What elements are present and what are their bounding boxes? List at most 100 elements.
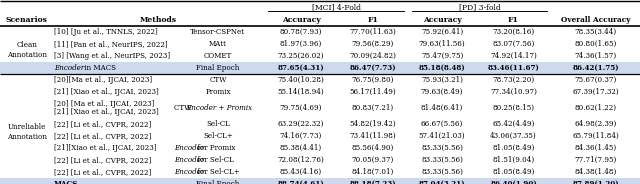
Text: 78.35(3.44): 78.35(3.44) [575,28,616,36]
Text: 80.25(8.15): 80.25(8.15) [493,104,534,112]
Text: 83.33(5.56): 83.33(5.56) [421,156,463,164]
Text: 88.18(7.23): 88.18(7.23) [349,180,396,184]
Text: 88.74(4.61): 88.74(4.61) [278,180,324,184]
Text: [22] [Li et al., CVPR, 2022]: [22] [Li et al., CVPR, 2022] [54,156,151,164]
Text: 54.82(19.42): 54.82(19.42) [349,120,396,128]
Text: MACS: MACS [54,180,78,184]
Text: Encoder + Promix: Encoder + Promix [186,104,252,112]
Text: [22] [Li et al., CVPR, 2022]: [22] [Li et al., CVPR, 2022] [54,132,151,140]
Bar [0,62,640,74]
Text: 65.42(4.49): 65.42(4.49) [492,120,534,128]
Text: 81.51(9.04): 81.51(9.04) [492,156,534,164]
Text: [PD] 3-fold: [PD] 3-fold [459,3,500,11]
Text: for Sel-CL: for Sel-CL [195,156,234,164]
Text: Encoder: Encoder [54,64,84,72]
Text: Final Epoch: Final Epoch [196,64,240,72]
Text: 65.79(11.84): 65.79(11.84) [572,132,619,140]
Text: in MACS: in MACS [82,64,116,72]
Text: 74.16(7.73): 74.16(7.73) [280,132,322,140]
Text: 84.36(1.45): 84.36(1.45) [575,144,616,152]
Text: [10] [Ju et al., TNNLS, 2022]: [10] [Ju et al., TNNLS, 2022] [54,28,157,36]
Text: 79.63(11.56): 79.63(11.56) [419,40,465,48]
Text: 64.98(2.39): 64.98(2.39) [574,120,616,128]
Text: 79.56(8.29): 79.56(8.29) [352,40,394,48]
Text: 73.25(26.02): 73.25(26.02) [278,52,324,60]
Text: 75.40(10.28): 75.40(10.28) [278,76,324,84]
Text: [21] [Xiao et al., IJCAI, 2023]: [21] [Xiao et al., IJCAI, 2023] [54,108,159,116]
Text: 79.75(4.69): 79.75(4.69) [280,104,322,112]
Text: 75.47(9.75): 75.47(9.75) [421,52,463,60]
Text: [22] [Li et al., CVPR, 2022]: [22] [Li et al., CVPR, 2022] [54,120,151,128]
Text: 84.38(1.48): 84.38(1.48) [574,168,616,176]
Text: 43.06(37.35): 43.06(37.35) [490,132,537,140]
Text: Accuracy: Accuracy [282,15,321,24]
Text: 85.18(8.48): 85.18(8.48) [419,64,465,72]
Text: 83.33(5.56): 83.33(5.56) [421,144,463,152]
Text: F1: F1 [367,15,378,24]
Text: 70.09(24.82): 70.09(24.82) [349,52,396,60]
Text: [3] [Wang et al., NeurIPS, 2023]: [3] [Wang et al., NeurIPS, 2023] [54,52,170,60]
Text: Clean
Annotation: Clean Annotation [7,41,47,59]
Text: 81.97(3.96): 81.97(3.96) [280,40,322,48]
Text: Accuracy: Accuracy [422,15,461,24]
Text: 75.67(0.37): 75.67(0.37) [574,76,616,84]
Text: 67.39(17.32): 67.39(17.32) [572,88,619,96]
Text: 85.43(4.16): 85.43(4.16) [280,168,322,176]
Text: 87.65(4.31): 87.65(4.31) [278,64,324,72]
Text: [11] [Pan et al., NeurIPS, 2022]: [11] [Pan et al., NeurIPS, 2022] [54,40,168,48]
Text: 87.04(3.21): 87.04(3.21) [419,180,465,184]
Text: 72.08(12.76): 72.08(12.76) [278,156,324,164]
Text: 74.92(14.17): 74.92(14.17) [490,52,537,60]
Text: 75.93(3.21): 75.93(3.21) [421,76,463,84]
Text: 86.47(7.73): 86.47(7.73) [349,64,396,72]
Text: for Sel-CL+: for Sel-CL+ [195,168,240,176]
Text: 81.05(8.49): 81.05(8.49) [492,144,534,152]
Text: 80.78(7.93): 80.78(7.93) [280,28,322,36]
Text: 87.89(1.20): 87.89(1.20) [572,180,619,184]
Text: [MCI] 4-Fold: [MCI] 4-Fold [312,3,360,11]
Text: 73.20(8.16): 73.20(8.16) [492,28,534,36]
Text: 81.48(6.41): 81.48(6.41) [421,104,463,112]
Text: 80.62(1.22): 80.62(1.22) [575,104,616,112]
Text: 77.70(11.63): 77.70(11.63) [349,28,396,36]
Text: 80.80(1.65): 80.80(1.65) [574,40,616,48]
Text: 55.14(18.94): 55.14(18.94) [278,88,324,96]
Text: Tensor-CSPNet: Tensor-CSPNet [191,28,246,36]
Text: 85.38(4.41): 85.38(4.41) [280,144,322,152]
Text: CTW: CTW [209,76,227,84]
Text: [21][Xiao et al., IJCAI, 2023]: [21][Xiao et al., IJCAI, 2023] [54,144,157,152]
Text: 74.36(1.57): 74.36(1.57) [575,52,616,60]
Text: 83.07(7.56): 83.07(7.56) [492,40,534,48]
Text: 78.73(2.20): 78.73(2.20) [492,76,534,84]
Text: 75.92(6.41): 75.92(6.41) [421,28,463,36]
Text: [20][Ma et al., IJCAI, 2023]: [20][Ma et al., IJCAI, 2023] [54,76,152,84]
Text: 84.18(7.01): 84.18(7.01) [352,168,394,176]
Text: 79.63(8.49): 79.63(8.49) [421,88,463,96]
Text: Encoder: Encoder [174,144,204,152]
Text: [21] [Xiao et al., IJCAI, 2023]: [21] [Xiao et al., IJCAI, 2023] [54,88,159,96]
Text: Methods: Methods [140,15,177,24]
Text: Overall Accuracy: Overall Accuracy [561,15,630,24]
Text: F1: F1 [508,15,519,24]
Text: Sel-CL+: Sel-CL+ [203,132,233,140]
Text: 86.42(1.75): 86.42(1.75) [572,64,619,72]
Text: 86.40(1.90): 86.40(1.90) [490,180,537,184]
Text: 70.05(9.37): 70.05(9.37) [352,156,394,164]
Text: 73.41(11.98): 73.41(11.98) [349,132,396,140]
Text: Promix: Promix [205,88,231,96]
Text: 63.29(22.32): 63.29(22.32) [278,120,324,128]
Text: CTW: CTW [174,104,194,112]
Text: 83.33(5.56): 83.33(5.56) [421,168,463,176]
Text: 77.71(7.95): 77.71(7.95) [574,156,616,164]
Text: Final Epoch: Final Epoch [196,180,240,184]
Text: 83.46(11.67): 83.46(11.67) [488,64,540,72]
Text: Encoder: Encoder [174,156,204,164]
Text: 76.75(9.80): 76.75(9.80) [352,76,394,84]
Text: Sel-CL: Sel-CL [206,120,230,128]
Text: Encoder: Encoder [174,168,204,176]
Text: 77.34(10.97): 77.34(10.97) [490,88,537,96]
Text: Scenarios: Scenarios [6,15,48,24]
Text: 57.41(21.03): 57.41(21.03) [419,132,465,140]
Bar [0,178,640,184]
Text: 66.67(5.56): 66.67(5.56) [421,120,463,128]
